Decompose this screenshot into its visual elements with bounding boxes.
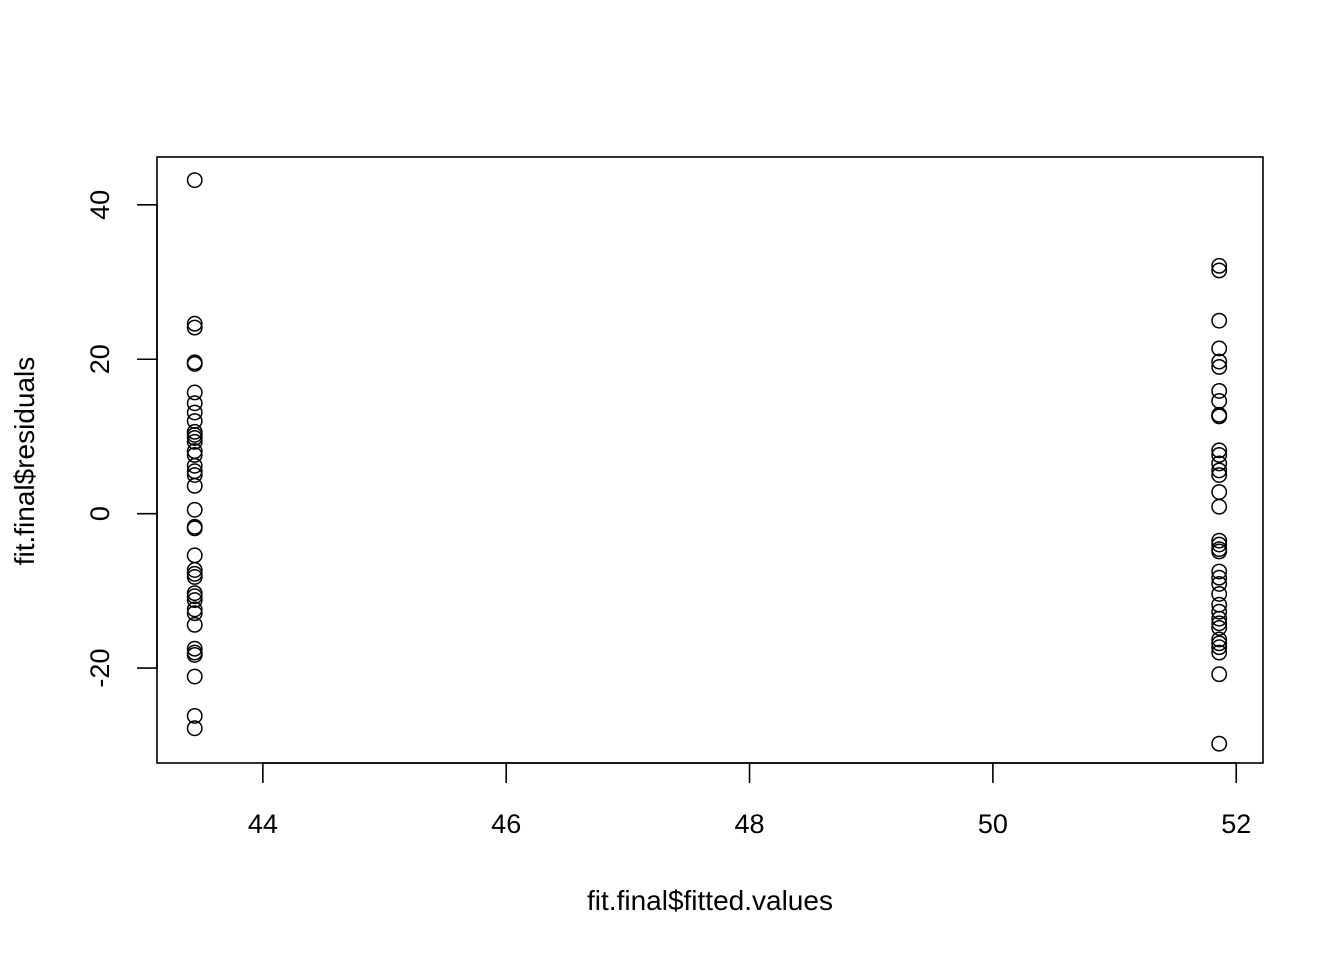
data-point (186, 547, 203, 564)
data-point (186, 707, 203, 724)
data-point (1211, 610, 1228, 627)
plot-frame (156, 156, 1264, 764)
data-point (186, 315, 203, 332)
data-point (186, 616, 203, 633)
y-tick-label: 20 (85, 344, 115, 374)
data-point (1211, 575, 1228, 592)
data-point (1211, 392, 1228, 409)
data-point (186, 384, 203, 401)
data-point (186, 569, 203, 585)
data-point (186, 433, 203, 450)
data-point (1211, 603, 1228, 620)
data-point (186, 404, 203, 421)
data-point (1211, 536, 1228, 553)
x-tick-label: 52 (1221, 809, 1251, 839)
data-point (186, 640, 203, 657)
data-point (1211, 639, 1228, 656)
x-tick-label: 44 (248, 809, 278, 839)
data-point (1211, 735, 1228, 752)
data-point (186, 601, 203, 618)
data-point (1211, 563, 1228, 580)
data-point (1211, 615, 1228, 632)
data-point (186, 447, 203, 463)
data-point (1211, 442, 1228, 459)
data-point (186, 395, 203, 412)
x-axis: 44 46 48 50 52 (248, 762, 1251, 839)
data-point (186, 457, 203, 474)
data-point (186, 720, 203, 737)
data-point (186, 443, 203, 460)
data-point (186, 477, 203, 494)
data-point (1211, 257, 1228, 274)
data-point (1211, 382, 1228, 399)
data-point (1211, 340, 1228, 357)
x-axis-title: fit.final$fitted.values (587, 885, 833, 916)
data-point (1211, 312, 1228, 329)
data-point (1211, 462, 1228, 479)
x-tick-label: 46 (491, 809, 521, 839)
data-point (1211, 635, 1228, 652)
data-point (1211, 543, 1228, 560)
data-point (1211, 644, 1228, 661)
data-point (1211, 498, 1228, 515)
data-point (186, 605, 203, 622)
data-point (186, 501, 203, 518)
y-tick-label: -20 (85, 649, 115, 688)
y-tick-label: 40 (85, 190, 115, 220)
data-point (1211, 569, 1228, 586)
y-axis-title: fit.final$residuals (9, 357, 40, 566)
data-point (1211, 353, 1228, 370)
points-layer (186, 172, 1228, 752)
data-point (1211, 408, 1228, 425)
data-point (1211, 585, 1228, 602)
data-point (1211, 447, 1228, 463)
data-point (186, 355, 203, 372)
data-point (1211, 484, 1228, 500)
data-point (1211, 631, 1228, 648)
y-axis: -20 0 20 40 (85, 190, 158, 688)
data-point (1211, 455, 1228, 472)
x-tick-label: 50 (978, 809, 1008, 839)
data-point (186, 172, 203, 189)
data-point (1211, 532, 1228, 549)
data-point (1211, 359, 1228, 375)
data-point (1211, 467, 1228, 484)
data-point (186, 467, 203, 484)
data-point (186, 588, 203, 605)
data-point (186, 592, 203, 609)
x-tick-label: 48 (735, 809, 765, 839)
data-point (186, 562, 203, 578)
data-point (186, 520, 203, 537)
data-point (186, 319, 203, 336)
data-point (1211, 619, 1228, 636)
data-point (186, 430, 203, 446)
data-point (186, 646, 203, 663)
data-point (186, 668, 203, 685)
data-point (1211, 666, 1228, 683)
data-point (186, 565, 203, 582)
data-point (1211, 262, 1228, 279)
y-tick-label: 0 (85, 506, 115, 521)
